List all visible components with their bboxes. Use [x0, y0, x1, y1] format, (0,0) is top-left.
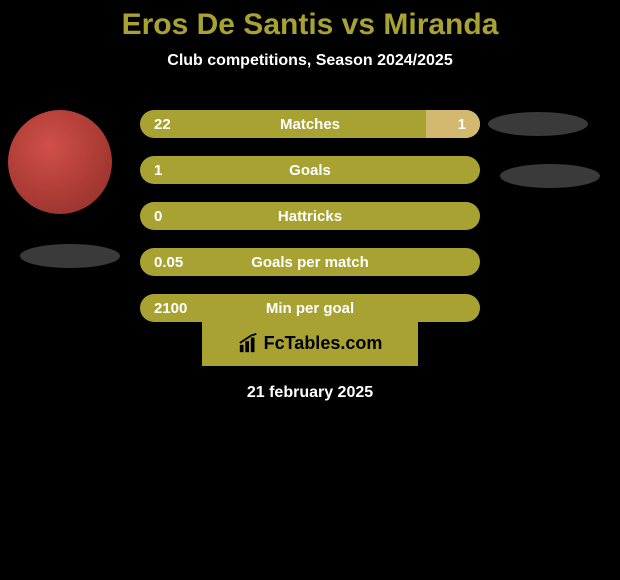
- stat-label: Goals per match: [140, 248, 480, 276]
- stat-bar-min-per-goal: 2100 Min per goal: [140, 294, 480, 322]
- stat-bar-matches: 22 Matches 1: [140, 110, 480, 138]
- stat-label: Hattricks: [140, 202, 480, 230]
- stat-bar-goals: 1 Goals: [140, 156, 480, 184]
- stat-value-right: 1: [458, 110, 466, 138]
- stat-label: Goals: [140, 156, 480, 184]
- page-subtitle: Club competitions, Season 2024/2025: [0, 52, 620, 70]
- stat-label: Matches: [140, 110, 480, 138]
- bar-chart-icon: [238, 332, 260, 354]
- player-right-shadow-2: [500, 164, 600, 188]
- comparison-infographic: Eros De Santis vs Miranda Club competiti…: [0, 0, 620, 402]
- stat-bars: 22 Matches 1 1 Goals 0 Hattricks 0.05 Go…: [140, 110, 480, 340]
- page-title: Eros De Santis vs Miranda: [0, 0, 620, 42]
- stat-label: Min per goal: [140, 294, 480, 322]
- stat-bar-hattricks: 0 Hattricks: [140, 202, 480, 230]
- date-text: 21 february 2025: [0, 384, 620, 402]
- stat-bar-goals-per-match: 0.05 Goals per match: [140, 248, 480, 276]
- player-left-shadow: [20, 244, 120, 268]
- player-left-avatar: [8, 110, 112, 214]
- player-right-shadow-1: [488, 112, 588, 136]
